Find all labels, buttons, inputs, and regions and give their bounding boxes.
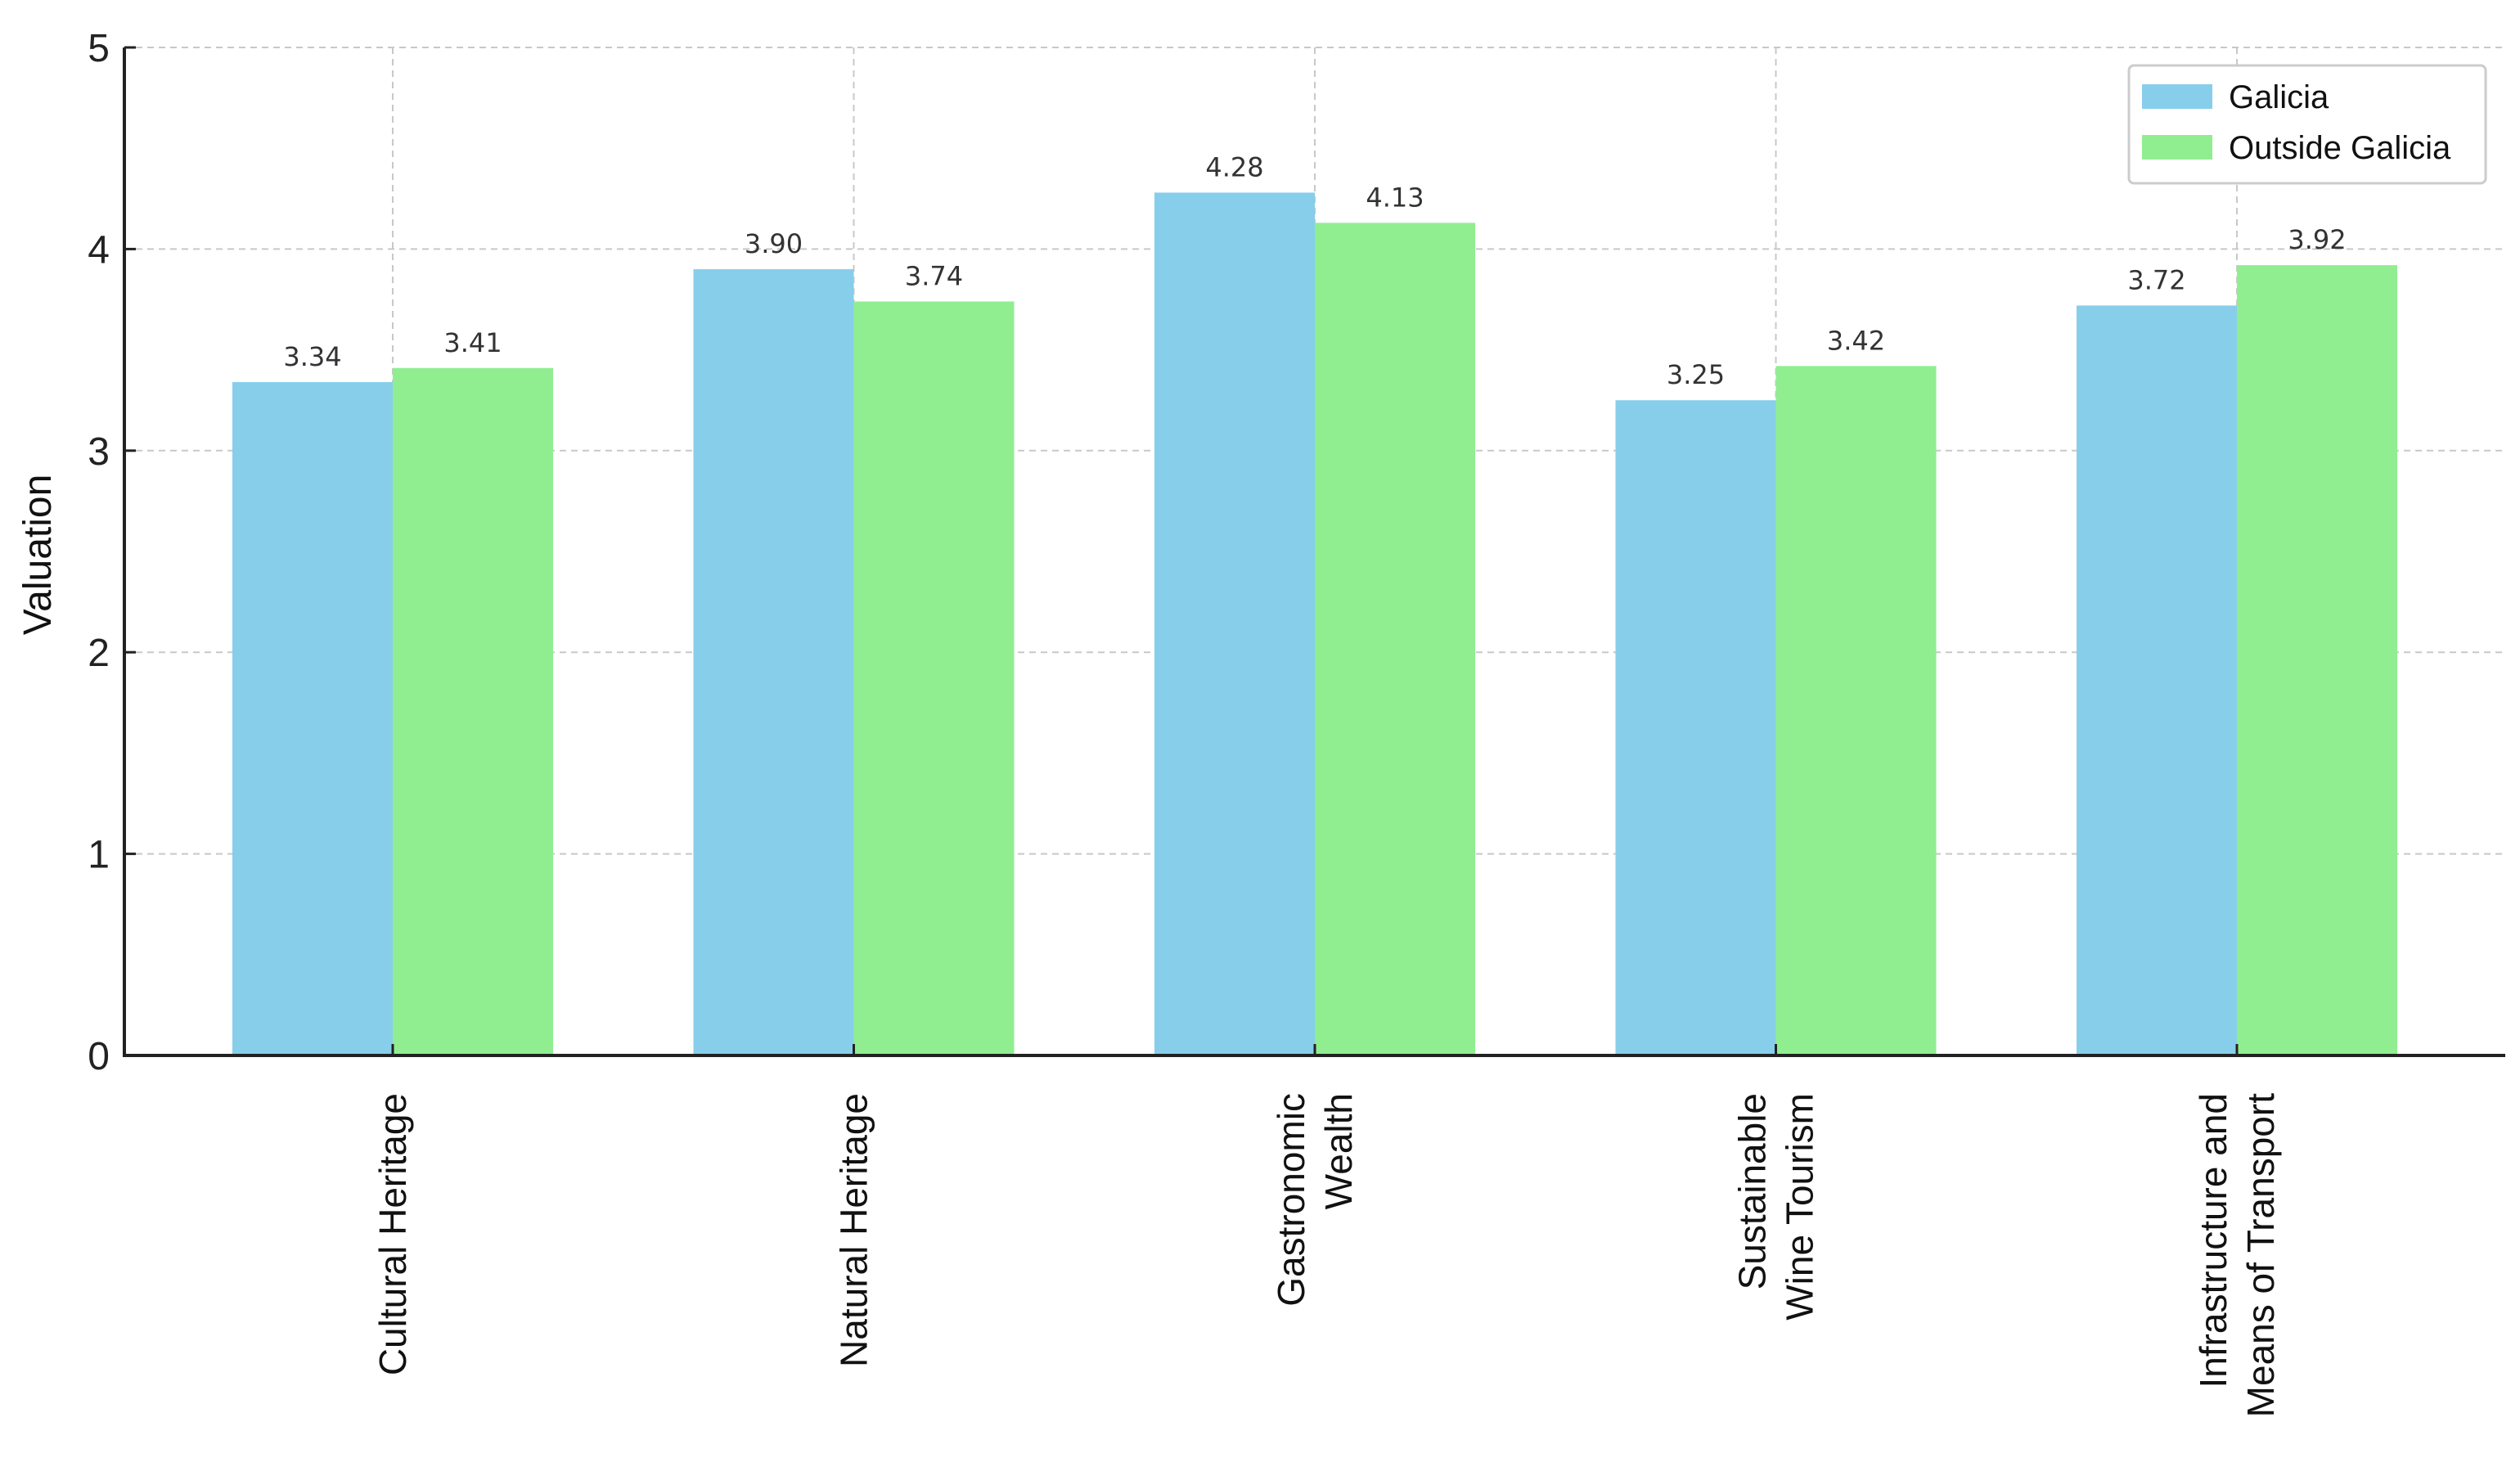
x-tick-label: Sustainable Wine Tourism — [1731, 1093, 1821, 1321]
bar-value-label: 3.42 — [1827, 325, 1885, 356]
bar-outside-galicia — [853, 301, 1015, 1055]
legend: Galicia Outside Galicia — [2127, 64, 2487, 185]
bar-galicia — [693, 269, 854, 1055]
bar-galicia — [232, 382, 393, 1055]
bar-outside-galicia — [2237, 265, 2397, 1055]
bar-galicia — [2077, 305, 2237, 1056]
legend-entry-label: Galicia — [2229, 79, 2329, 115]
bar-galicia — [1615, 400, 1776, 1055]
bar-value-label: 3.90 — [745, 228, 803, 259]
y-tick-label: 2 — [88, 632, 110, 675]
bar-value-label: 4.28 — [1205, 151, 1263, 182]
bar-value-label: 3.25 — [1667, 359, 1725, 390]
legend-swatch — [2142, 84, 2212, 109]
y-tick-label: 1 — [88, 834, 110, 877]
bar-value-label: 3.34 — [283, 341, 341, 372]
legend-frame — [2127, 64, 2487, 185]
bars — [232, 192, 2397, 1056]
bar-value-label: 3.92 — [2288, 224, 2346, 255]
bar-value-label: 3.74 — [905, 260, 963, 291]
y-tick-label: 3 — [88, 430, 110, 474]
bar-galicia — [1154, 192, 1315, 1056]
x-tick-label: Natural Heritage — [833, 1093, 875, 1367]
y-tick-label: 5 — [88, 27, 110, 70]
bar-outside-galicia — [1775, 366, 1937, 1055]
bar-value-label: 4.13 — [1366, 182, 1424, 213]
y-tick-label: 4 — [88, 228, 110, 272]
y-axis-title: Valuation — [16, 475, 60, 636]
legend-entry-label: Outside Galicia — [2229, 130, 2451, 166]
data-labels: 3.34 3.90 4.28 3.25 3.72 3.41 3.74 4.13 3.42 3.92 — [283, 151, 2346, 390]
x-tick-label: Gastronomic Wealth — [1270, 1093, 1360, 1307]
legend-swatch — [2142, 135, 2212, 160]
bar-outside-galicia — [393, 367, 553, 1055]
y-tick-label: 0 — [88, 1035, 110, 1078]
bar-value-label: 3.41 — [443, 327, 502, 358]
x-tick-label: Infrastructure and Means of Transport — [2192, 1093, 2282, 1418]
bar-outside-galicia — [1315, 223, 1475, 1055]
bar-value-label: 3.72 — [2127, 264, 2185, 295]
x-tick-label: Cultural Heritage — [371, 1093, 414, 1375]
axes: 0 1 2 3 4 5 Cultural Heritage Natural Heritage G… — [88, 27, 2505, 1417]
